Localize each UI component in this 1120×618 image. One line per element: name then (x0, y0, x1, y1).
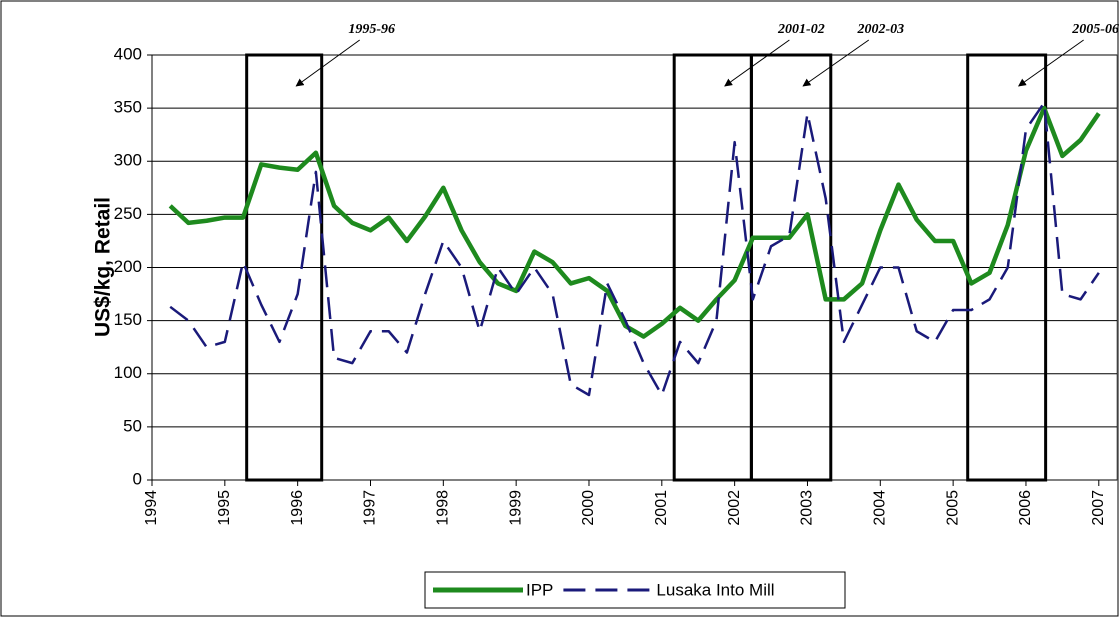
x-tick-label: 2003 (799, 490, 816, 526)
legend-label: IPP (526, 580, 553, 599)
period-label: 2001-02 (777, 22, 825, 37)
y-tick-label: 250 (114, 204, 142, 223)
x-tick-label: 1994 (143, 490, 160, 526)
y-tick-label: 0 (133, 469, 142, 488)
y-tick-label: 350 (114, 98, 142, 117)
period-box (245, 53, 324, 482)
y-tick-label: 150 (114, 310, 142, 329)
series-line (169, 101, 1100, 397)
series-line (168, 105, 1101, 339)
x-tick-label: 2000 (580, 490, 597, 526)
x-tick-label: 1995 (216, 490, 233, 526)
x-tick-label: 1998 (435, 490, 452, 526)
x-tick-label: 2004 (872, 490, 889, 526)
y-tick-label: 200 (114, 257, 142, 276)
x-tick-label: 1997 (362, 490, 379, 526)
y-tick-label: 300 (114, 151, 142, 170)
y-tick-label: 400 (114, 44, 142, 63)
x-tick-label: 1996 (289, 490, 306, 526)
x-tick-label: 2001 (653, 490, 670, 526)
period-label: 1995-96 (348, 22, 395, 37)
y-tick-label: 100 (114, 363, 142, 382)
period-arrow (1018, 39, 1084, 87)
x-tick-label: 2006 (1017, 490, 1034, 526)
period-label: 2002-03 (856, 22, 904, 37)
period-box (966, 53, 1048, 482)
period-arrow (802, 39, 870, 87)
x-tick-label: 1999 (507, 490, 524, 526)
period-arrow (295, 39, 360, 87)
period-label: 2005-06 (1071, 22, 1119, 37)
period-arrow (724, 39, 790, 87)
y-axis-label: US$/kg, Retail (92, 197, 115, 337)
x-tick-label: 2007 (1090, 490, 1107, 526)
x-tick-label: 2002 (726, 490, 743, 526)
period-box (749, 53, 833, 482)
legend-label: Lusaka Into Mill (656, 580, 774, 599)
legend: IPP Lusaka Into Mill (424, 571, 846, 609)
y-tick-label: 50 (123, 416, 142, 435)
x-tick-label: 2005 (944, 490, 961, 526)
